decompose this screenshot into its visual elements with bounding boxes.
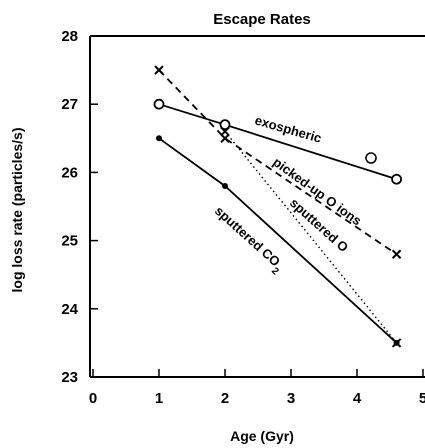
y-tick-label: 28 — [61, 28, 78, 45]
series-marker-circle — [153, 98, 165, 110]
series-line-1 — [158, 69, 398, 255]
series-marker-cross — [220, 126, 230, 137]
x-tick-label: 5 — [419, 390, 425, 407]
series-marker-cross — [154, 65, 164, 75]
y-tick-label: 23 — [61, 369, 78, 386]
annotation-exospheric: exospheric — [253, 112, 323, 145]
x-tick-label: 3 — [287, 390, 295, 407]
annotation-subscript: 2 — [270, 265, 282, 277]
series-marker-circle — [219, 119, 231, 131]
chart-title: Escape Rates — [213, 11, 311, 28]
y-axis-label: log loss rate (particles/s) — [9, 128, 25, 293]
series-marker-dot — [393, 339, 400, 346]
annotation-exospheric-symbol — [365, 152, 377, 164]
x-tick-label: 0 — [89, 390, 97, 407]
x-tick-label: 1 — [155, 390, 163, 407]
series-layer — [153, 65, 403, 348]
x-tick-label: 2 — [221, 390, 229, 407]
series-line-2 — [224, 131, 398, 344]
series-marker-dot — [222, 183, 228, 190]
y-tick-label: 26 — [61, 164, 78, 181]
y-tick-label: 27 — [61, 96, 78, 113]
x-tick-label: 4 — [353, 390, 362, 407]
series-marker-dot — [156, 135, 162, 142]
y-tick-label: 24 — [61, 301, 78, 318]
annotation-sputtered-co2: sputtered CO2 — [208, 203, 287, 277]
x-axis-label: Age (Gyr) — [230, 428, 294, 444]
y-tick-label: 25 — [61, 233, 78, 250]
series-marker-cross — [391, 249, 402, 259]
series-marker-circle — [391, 173, 403, 185]
